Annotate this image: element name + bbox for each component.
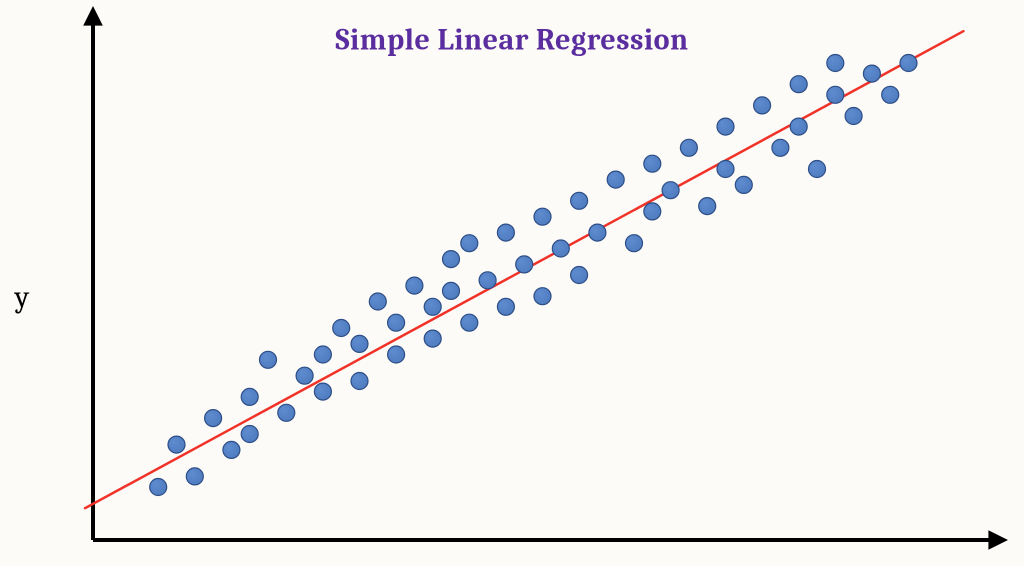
- scatter-point: [388, 314, 405, 331]
- scatter-point: [626, 235, 643, 252]
- scatter-point: [644, 155, 661, 172]
- scatter-point: [314, 383, 331, 400]
- scatter-point: [241, 388, 258, 405]
- chart-title: Simple Linear Regression: [335, 22, 688, 57]
- scatter-point: [900, 55, 917, 72]
- scatter-point: [699, 198, 716, 215]
- scatter-point: [223, 441, 240, 458]
- scatter-point: [424, 298, 441, 315]
- scatter-point: [534, 208, 551, 225]
- scatter-point: [497, 298, 514, 315]
- scatter-point: [369, 293, 386, 310]
- scatter-point: [278, 404, 295, 421]
- scatter-point: [479, 272, 496, 289]
- y-axis-label: y: [14, 280, 30, 315]
- scatter-point: [809, 161, 826, 178]
- scatter-point: [680, 139, 697, 156]
- scatter-point: [296, 367, 313, 384]
- scatter-point: [168, 436, 185, 453]
- scatter-point: [644, 203, 661, 220]
- scatter-point: [845, 108, 862, 125]
- scatter-point: [516, 256, 533, 273]
- scatter-point: [863, 65, 880, 82]
- scatter-point: [790, 76, 807, 93]
- scatter-point: [388, 346, 405, 363]
- scatter-point: [241, 426, 258, 443]
- scatter-point: [534, 288, 551, 305]
- scatter-point: [314, 346, 331, 363]
- scatter-point: [333, 320, 350, 337]
- scatter-point: [882, 86, 899, 103]
- scatter-point: [186, 468, 203, 485]
- scatter-point: [717, 118, 734, 135]
- scatter-point: [497, 224, 514, 241]
- scatter-point: [351, 335, 368, 352]
- scatter-point: [260, 351, 277, 368]
- scatter-point: [662, 182, 679, 199]
- scatter-point: [772, 139, 789, 156]
- scatter-point: [571, 267, 588, 284]
- scatter-point: [571, 192, 588, 209]
- scatter-point: [351, 373, 368, 390]
- scatter-point: [443, 251, 460, 268]
- scatter-point: [406, 277, 423, 294]
- scatter-point: [607, 171, 624, 188]
- scatter-point: [150, 479, 167, 496]
- scatter-point: [754, 97, 771, 114]
- scatter-point: [589, 224, 606, 241]
- scatter-point: [827, 55, 844, 72]
- scatter-point: [717, 161, 734, 178]
- scatter-point: [205, 410, 222, 427]
- scatter-point: [552, 240, 569, 257]
- scatter-point: [790, 118, 807, 135]
- scatter-point: [461, 314, 478, 331]
- scatter-point: [443, 282, 460, 299]
- scatter-point: [461, 235, 478, 252]
- scatter-point: [827, 86, 844, 103]
- scatter-point: [735, 176, 752, 193]
- scatter-chart: Simple Linear Regression y: [0, 0, 1024, 566]
- chart-container: Simple Linear Regression y: [0, 0, 1024, 566]
- scatter-point: [424, 330, 441, 347]
